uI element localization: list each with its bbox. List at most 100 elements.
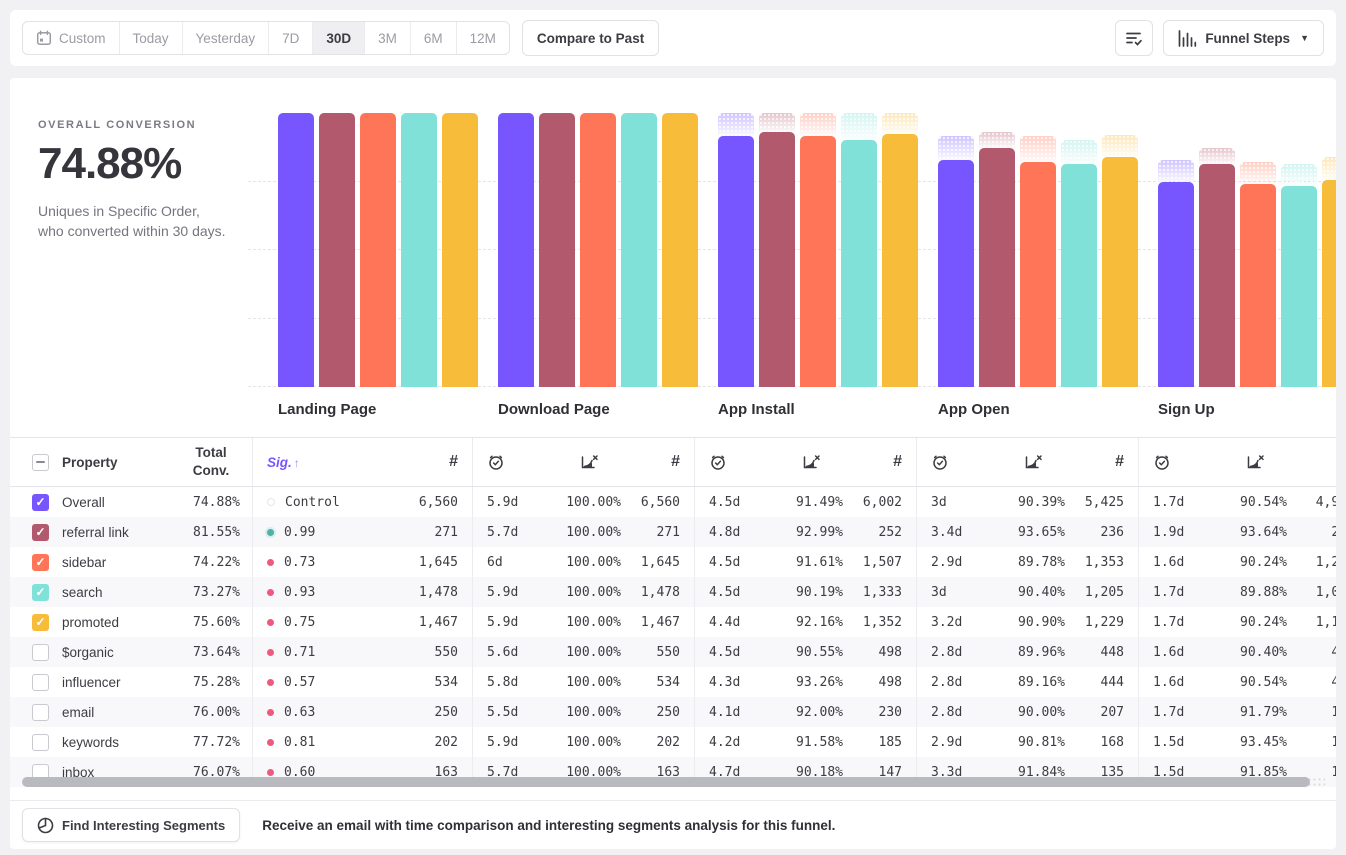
- bar-search[interactable]: [1061, 163, 1097, 387]
- segments-table: Property Total Conv. Sig.↑ # # # # # ✓ Overa…: [10, 437, 1336, 787]
- range-6m[interactable]: 6M: [410, 22, 457, 54]
- bar-referral-link[interactable]: [979, 148, 1015, 387]
- time-to-convert-value: 3.4d: [931, 524, 963, 540]
- conversion-rate-value: 100.00%: [566, 644, 621, 660]
- select-all-checkbox[interactable]: [32, 453, 49, 471]
- bar-referral-link[interactable]: [1199, 163, 1235, 387]
- find-interesting-segments-button[interactable]: Find Interesting Segments: [22, 808, 241, 842]
- range-30d[interactable]: 30D: [313, 22, 366, 54]
- bar-Overall[interactable]: [498, 113, 534, 387]
- bar-sidebar[interactable]: [1240, 183, 1276, 387]
- bar-promoted[interactable]: [1102, 157, 1138, 387]
- bar-Overall[interactable]: [278, 113, 314, 387]
- range-custom[interactable]: Custom: [23, 22, 120, 54]
- conversion-rate-value: 91.84%: [1018, 764, 1065, 780]
- property-name: inbox: [62, 764, 95, 780]
- compare-to-past-button[interactable]: Compare to Past: [521, 20, 660, 56]
- time-to-convert-icon: [1153, 453, 1171, 471]
- bar-Overall[interactable]: [938, 160, 974, 387]
- summary-label: OVERALL CONVERSION: [38, 119, 197, 131]
- range-today[interactable]: Today: [119, 22, 183, 54]
- bar-referral-link[interactable]: [539, 113, 575, 387]
- bar-group-landing-page: [278, 113, 478, 387]
- total-conversion-value: 73.27%: [193, 584, 240, 600]
- bar-search[interactable]: [621, 113, 657, 387]
- sig-sort-header[interactable]: Sig. ↑: [267, 454, 300, 470]
- step-cell-group-3: 2.9d 89.78% 1,353: [917, 547, 1139, 577]
- range-12m[interactable]: 12M: [456, 22, 509, 54]
- conversion-rate-value: 90.00%: [1018, 704, 1065, 720]
- horizontal-scrollbar-thumb[interactable]: [22, 777, 1310, 787]
- compare-to-past-label: Compare to Past: [536, 30, 645, 46]
- bar-search[interactable]: [401, 113, 437, 387]
- metrics-list-button[interactable]: [1115, 20, 1154, 56]
- bar-referral-link[interactable]: [319, 113, 355, 387]
- significance-value: 0.93: [284, 584, 316, 600]
- bar-promoted[interactable]: [662, 113, 698, 387]
- range-yesterday[interactable]: Yesterday: [182, 22, 270, 54]
- bar-search[interactable]: [1281, 186, 1317, 387]
- row-checkbox[interactable]: ✓: [32, 613, 49, 631]
- table-row-influencer[interactable]: influencer 75.28% 0.57 534 5.8d 100.00% 534 4.3…: [10, 667, 1336, 697]
- bar-referral-link[interactable]: [759, 132, 795, 387]
- bar-search[interactable]: [841, 139, 877, 387]
- conversion-rate-icon-wrap: [1023, 453, 1043, 471]
- conversion-rate-value: 100.00%: [566, 524, 621, 540]
- bar-Overall[interactable]: [1158, 181, 1194, 387]
- horizontal-scrollbar-track[interactable]: [22, 777, 1326, 787]
- row-checkbox[interactable]: [32, 673, 49, 691]
- step-cell-group-3: 2.8d 90.00% 207: [917, 697, 1139, 727]
- row-checkbox[interactable]: [32, 733, 49, 751]
- conversion-rate-value: 90.55%: [796, 644, 843, 660]
- row-checkbox[interactable]: ✓: [32, 553, 49, 571]
- time-to-convert-value: 1.9d: [1153, 524, 1185, 540]
- conversion-rate-value: 89.78%: [1018, 554, 1065, 570]
- property-name: promoted: [62, 614, 120, 630]
- table-row-sidebar[interactable]: ✓ sidebar 74.22% 0.73 1,645 6d 100.00% 1,645 4.5…: [10, 547, 1336, 577]
- step-count-value: 163: [434, 764, 458, 780]
- significance-cell: 0.81 202: [253, 727, 473, 757]
- table-row-search[interactable]: ✓ search 73.27% 0.93 1,478 5.9d 100.00% 1,478 4.…: [10, 577, 1336, 607]
- conversion-rate-value: 90.81%: [1018, 734, 1065, 750]
- row-checkbox[interactable]: [32, 643, 49, 661]
- bar-sidebar[interactable]: [580, 113, 616, 387]
- row-checkbox[interactable]: ✓: [32, 493, 49, 511]
- table-row--organic[interactable]: $organic 73.64% 0.71 550 5.6d 100.00% 550 4.5d 9…: [10, 637, 1336, 667]
- bar-sidebar[interactable]: [1020, 161, 1056, 387]
- time-to-convert-value: 2.8d: [931, 644, 963, 660]
- dropoff-ghost-promoted: [1102, 134, 1138, 158]
- footer-note: Receive an email with time comparison an…: [262, 817, 836, 833]
- step-count-value: 168: [1100, 734, 1124, 750]
- row-checkbox[interactable]: ✓: [32, 583, 49, 601]
- bar-promoted[interactable]: [1322, 179, 1336, 387]
- table-row-email[interactable]: email 76.00% 0.63 250 5.5d 100.00% 250 4.1d 92.0…: [10, 697, 1336, 727]
- significance-dot-icon: [267, 588, 274, 596]
- row-checkbox[interactable]: ✓: [32, 523, 49, 541]
- bar-sidebar[interactable]: [800, 136, 836, 387]
- chart-type-dropdown[interactable]: Funnel Steps ▼: [1163, 20, 1324, 56]
- property-name: Overall: [62, 494, 105, 510]
- property-header-label: Property: [62, 454, 118, 470]
- bar-Overall[interactable]: [718, 136, 754, 387]
- step-cell-group-4: 1.6d 90.54% 40: [1139, 667, 1336, 697]
- bar-promoted[interactable]: [442, 113, 478, 387]
- table-row-keywords[interactable]: keywords 77.72% 0.81 202 5.9d 100.00% 202 4.2d 9…: [10, 727, 1336, 757]
- table-row-promoted[interactable]: ✓ promoted 75.60% 0.75 1,467 5.9d 100.00% 1,467…: [10, 607, 1336, 637]
- range-3m[interactable]: 3M: [365, 22, 411, 54]
- table-row-overall[interactable]: ✓ Overall 74.88% Control 6,560 5.9d 100.00% 6,5…: [10, 487, 1336, 517]
- bar-promoted[interactable]: [882, 134, 918, 387]
- bar-sidebar[interactable]: [360, 113, 396, 387]
- step-count-value: 135: [1100, 764, 1124, 780]
- significance-cell: 0.99 271: [253, 517, 473, 547]
- row-checkbox[interactable]: [32, 703, 49, 721]
- conversion-rate-value: 89.96%: [1018, 644, 1065, 660]
- range-7d[interactable]: 7D: [269, 22, 314, 54]
- property-header-cell: Property Total Conv.: [10, 438, 253, 486]
- step-count-value: 40: [1331, 674, 1336, 690]
- conversion-rate-value: 90.40%: [1018, 584, 1065, 600]
- time-to-convert-value: 2.8d: [931, 704, 963, 720]
- step-label-download-page: Download Page: [498, 401, 610, 418]
- step-count-value: 6,560: [418, 494, 458, 510]
- table-row-referral-link[interactable]: ✓ referral link 81.55% 0.99 271 5.7d 100.00% 27…: [10, 517, 1336, 547]
- property-cell: ✓ search 73.27%: [10, 577, 253, 607]
